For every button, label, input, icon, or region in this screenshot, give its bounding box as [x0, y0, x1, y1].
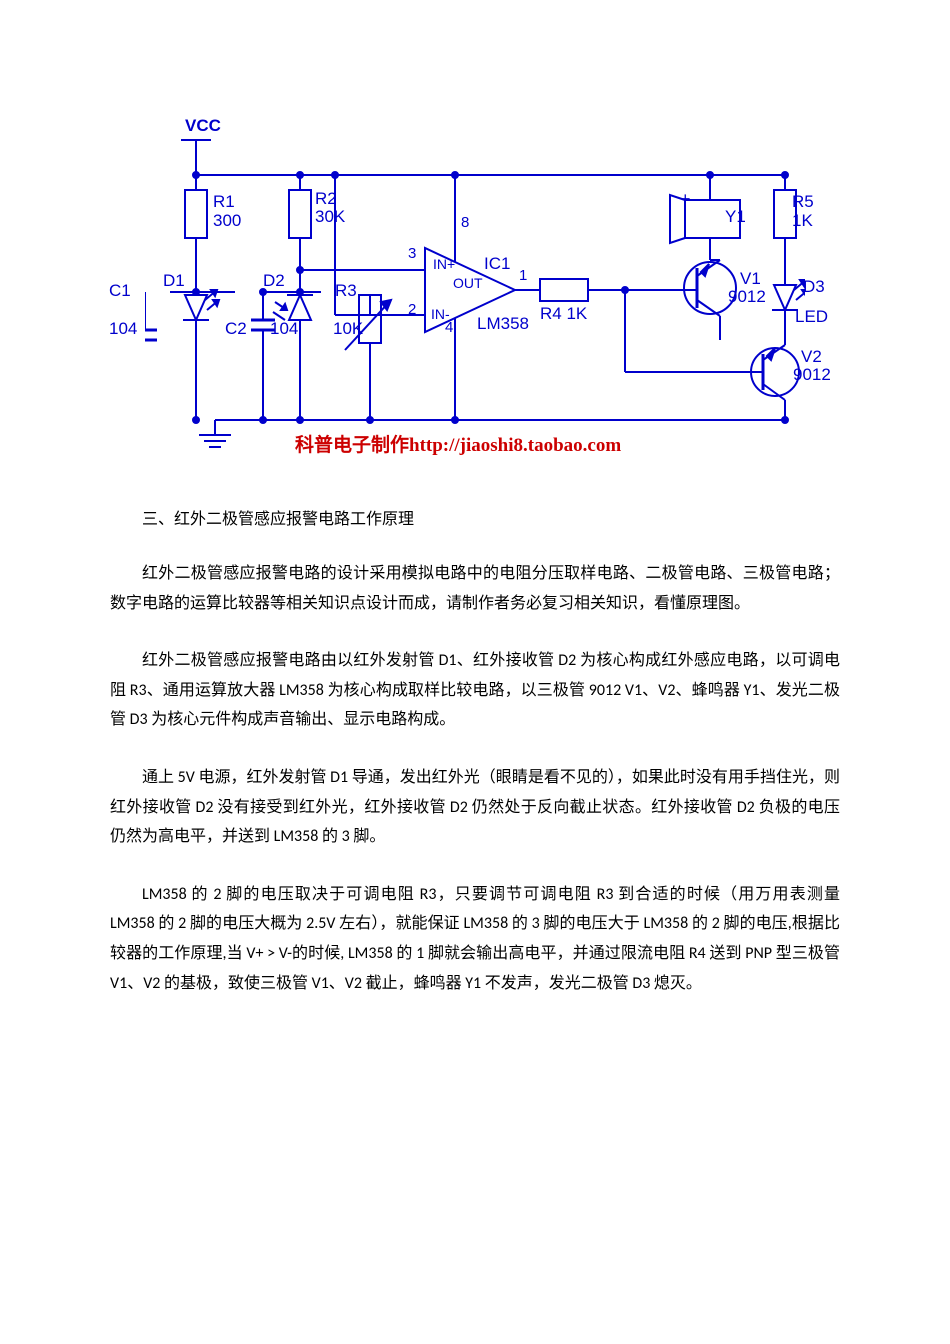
section-heading: 三、红外二极管感应报警电路工作原理 — [110, 505, 840, 529]
label-c2: C2 — [225, 320, 247, 339]
label-inminus: IN- — [431, 307, 450, 322]
label-y1: Y1 — [725, 208, 746, 227]
paragraph-4: LM358 的 2 脚的电压取决于可调电阻 R3，只要调节可调电阻 R3 到合适… — [110, 880, 840, 998]
label-r3: R3 — [335, 282, 357, 301]
label-d1: D1 — [163, 272, 185, 291]
paragraph-2: 红外二极管感应报警电路由以红外发射管 D1、红外接收管 D2 为核心构成红外感应… — [110, 646, 840, 735]
label-r5v: 1K — [792, 212, 813, 231]
label-vcc: VCC — [185, 117, 221, 136]
label-p4: 4 — [445, 320, 453, 337]
circuit-diagram: VCC R1 300 R2 30K C1 104 D1 D2 C2 104 R3… — [145, 120, 805, 460]
label-icmodel: LM358 — [477, 315, 529, 334]
label-p1: 1 — [519, 268, 527, 285]
diagram-caption: 科普电子制作http://jiaoshi8.taobao.com — [295, 430, 621, 457]
label-r3v: 10K — [333, 320, 363, 339]
label-r2v: 30K — [315, 208, 345, 227]
label-c1: C1 — [109, 282, 131, 301]
label-p2: 2 — [408, 302, 416, 319]
label-v2v: 9012 — [793, 366, 831, 385]
label-r5: R5 — [792, 193, 814, 212]
label-out: OUT — [453, 276, 483, 291]
label-d2: D2 — [263, 272, 285, 291]
label-r1: R1 — [213, 193, 235, 212]
label-v1: V1 — [740, 270, 761, 289]
label-p8: 8 — [461, 215, 469, 232]
paragraph-3: 通上 5V 电源，红外发射管 D1 导通，发出红外光（眼睛是看不见的），如果此时… — [110, 763, 840, 852]
label-r4: R4 1K — [540, 305, 587, 324]
label-d3v: LED — [795, 308, 828, 327]
label-r1v: 300 — [213, 212, 241, 231]
label-plus: + — [680, 190, 691, 210]
label-v1v: 9012 — [728, 288, 766, 307]
label-c1v: 104 — [109, 320, 137, 339]
label-p3: 3 — [408, 246, 416, 263]
label-r2: R2 — [315, 190, 337, 209]
paragraph-1: 红外二极管感应报警电路的设计采用模拟电路中的电阻分压取样电路、二极管电路、三极管… — [110, 559, 840, 618]
label-inplus: IN+ — [433, 257, 455, 272]
label-d3: D3 — [803, 278, 825, 297]
label-c2v: 104 — [270, 320, 298, 339]
label-ic1: IC1 — [484, 255, 510, 274]
label-v2: V2 — [801, 348, 822, 367]
